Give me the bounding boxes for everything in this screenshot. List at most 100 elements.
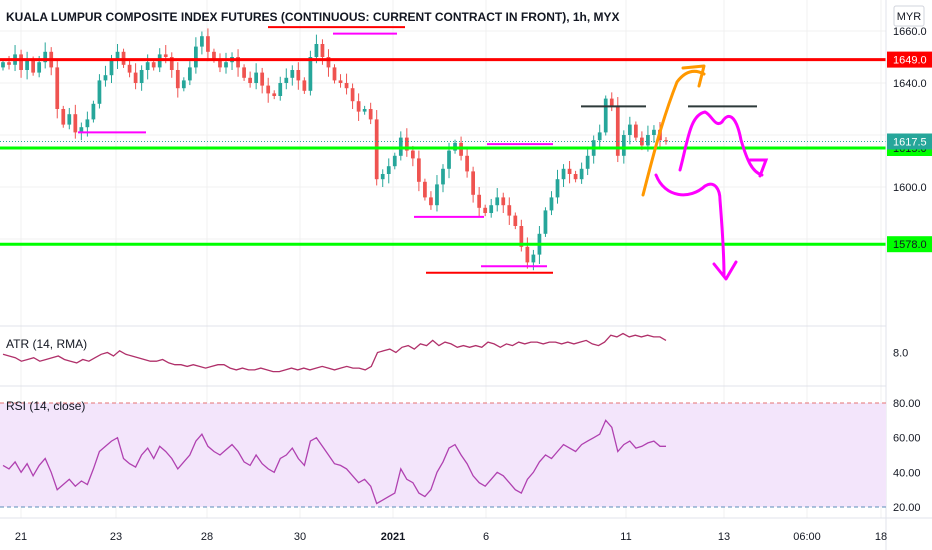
- candle[interactable]: [477, 187, 482, 218]
- candle[interactable]: [664, 137, 668, 145]
- level-price-tag[interactable]: 1649.0: [887, 51, 932, 68]
- candle[interactable]: [175, 62, 180, 98]
- magenta-up-arrowhead[interactable]: [748, 158, 769, 178]
- candle[interactable]: [429, 191, 433, 210]
- candle[interactable]: [49, 47, 54, 76]
- candle[interactable]: [19, 49, 23, 78]
- candle[interactable]: [181, 77, 186, 92]
- candle[interactable]: [242, 64, 246, 81]
- candle[interactable]: [73, 104, 78, 139]
- magenta-down-arrowhead[interactable]: [712, 260, 738, 281]
- candle[interactable]: [115, 44, 120, 69]
- candle[interactable]: [133, 63, 138, 90]
- candle[interactable]: [278, 76, 283, 101]
- atr-line[interactable]: [2, 332, 667, 373]
- candle[interactable]: [272, 90, 277, 100]
- candle[interactable]: [465, 146, 469, 178]
- candle[interactable]: [248, 71, 252, 88]
- candle[interactable]: [417, 150, 421, 192]
- candle[interactable]: [627, 116, 632, 145]
- candle[interactable]: [200, 31, 204, 55]
- candle[interactable]: [489, 198, 494, 218]
- candle[interactable]: [615, 97, 620, 163]
- candle[interactable]: [591, 135, 596, 164]
- candle[interactable]: [338, 74, 343, 88]
- candle[interactable]: [332, 64, 337, 84]
- candle[interactable]: [380, 169, 385, 187]
- rsi-title[interactable]: RSI (14, close): [6, 399, 85, 413]
- candle[interactable]: [127, 58, 132, 78]
- candle[interactable]: [139, 65, 144, 91]
- candle[interactable]: [284, 68, 289, 90]
- candle[interactable]: [633, 121, 638, 141]
- candle[interactable]: [194, 37, 198, 74]
- candle[interactable]: [206, 28, 210, 62]
- candle[interactable]: [368, 102, 373, 125]
- candle[interactable]: [435, 175, 439, 212]
- candle[interactable]: [441, 164, 445, 193]
- candle[interactable]: [609, 92, 614, 112]
- level-price-tag[interactable]: 1578.0: [887, 236, 932, 253]
- candle[interactable]: [308, 50, 313, 96]
- candle[interactable]: [579, 162, 584, 184]
- candle[interactable]: [103, 65, 108, 87]
- candle[interactable]: [567, 161, 572, 184]
- price-axis[interactable]: 1660.01640.01600.01649.01615.01578.01617…: [887, 26, 932, 253]
- candle[interactable]: [404, 128, 409, 157]
- candle[interactable]: [169, 52, 174, 78]
- candle[interactable]: [386, 158, 391, 184]
- candle[interactable]: [79, 122, 84, 141]
- candle[interactable]: [97, 74, 102, 109]
- candle[interactable]: [495, 188, 500, 212]
- candle[interactable]: [236, 49, 240, 77]
- rsi-line[interactable]: [2, 419, 666, 505]
- candle[interactable]: [483, 204, 488, 217]
- candle[interactable]: [603, 95, 608, 136]
- candle[interactable]: [266, 77, 271, 103]
- candle[interactable]: [61, 105, 66, 128]
- candle[interactable]: [290, 65, 295, 86]
- candle[interactable]: [43, 42, 48, 69]
- candle[interactable]: [25, 51, 29, 80]
- candle[interactable]: [507, 197, 512, 225]
- candle[interactable]: [224, 52, 228, 74]
- candle[interactable]: [344, 73, 349, 95]
- candle[interactable]: [501, 192, 506, 213]
- candle[interactable]: [91, 100, 96, 123]
- magenta-up-path[interactable]: [678, 110, 764, 177]
- candle[interactable]: [597, 124, 602, 150]
- candle[interactable]: [296, 62, 301, 90]
- candle[interactable]: [392, 152, 397, 170]
- candle[interactable]: [652, 125, 656, 143]
- candle[interactable]: [519, 219, 524, 252]
- candle[interactable]: [573, 170, 578, 183]
- time-axis[interactable]: 21 23 28 30 2021 6 11 13 06:00 18: [15, 531, 887, 543]
- candle[interactable]: [549, 191, 554, 216]
- candle[interactable]: [7, 55, 11, 70]
- candle[interactable]: [218, 53, 222, 73]
- candle[interactable]: [561, 164, 566, 187]
- candle[interactable]: [254, 63, 259, 90]
- magenta-down-path[interactable]: [654, 173, 726, 278]
- candle[interactable]: [326, 49, 331, 77]
- atr-title[interactable]: ATR (14, RMA): [6, 337, 87, 351]
- last-price-tag[interactable]: 1617.5: [887, 133, 932, 150]
- candle[interactable]: [230, 52, 234, 70]
- currency-button[interactable]: MYR: [893, 5, 925, 27]
- candle[interactable]: [555, 169, 560, 204]
- candle[interactable]: [260, 67, 265, 94]
- candle[interactable]: [67, 107, 72, 130]
- candle[interactable]: [302, 77, 307, 94]
- candle[interactable]: [543, 207, 548, 237]
- orange-arrowhead[interactable]: [681, 64, 706, 88]
- candle[interactable]: [187, 61, 192, 86]
- candle[interactable]: [513, 212, 518, 230]
- orange-arrow-path[interactable]: [641, 69, 706, 197]
- candle[interactable]: [398, 131, 403, 161]
- candle[interactable]: [585, 146, 590, 176]
- candle[interactable]: [525, 237, 530, 269]
- candle[interactable]: [356, 93, 361, 121]
- candle[interactable]: [55, 59, 60, 119]
- candle[interactable]: [362, 105, 367, 115]
- candle[interactable]: [423, 178, 427, 201]
